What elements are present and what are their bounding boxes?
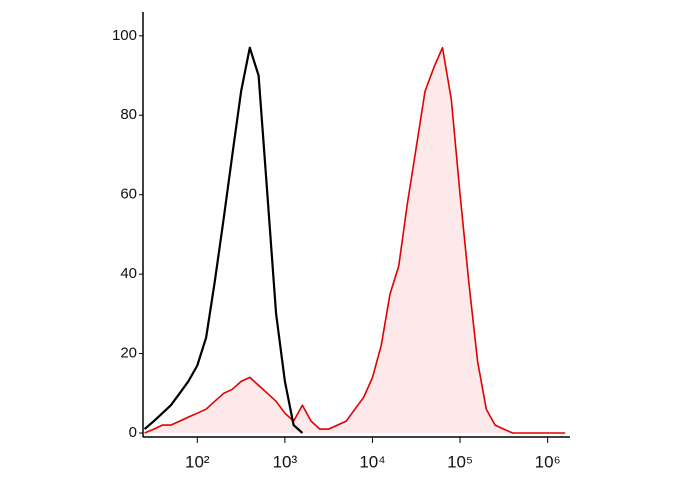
x-tick-label: 10⁵ [447,452,473,471]
y-tick-label: 60 [120,186,137,203]
series-line [144,46,566,434]
y-tick-label: 80 [120,106,137,123]
area-fill [144,47,566,434]
series-line [143,46,304,434]
x-tick-label: 10² [185,452,210,471]
x-tick-label: 10⁴ [359,452,385,471]
x-tick-label: 10³ [273,452,298,471]
y-tick-label: 0 [129,424,137,441]
x-tick-label: 10⁶ [535,452,561,471]
y-tick-label: 20 [120,345,137,362]
y-tick-label: 40 [120,265,137,282]
y-tick-label: 100 [112,27,137,44]
